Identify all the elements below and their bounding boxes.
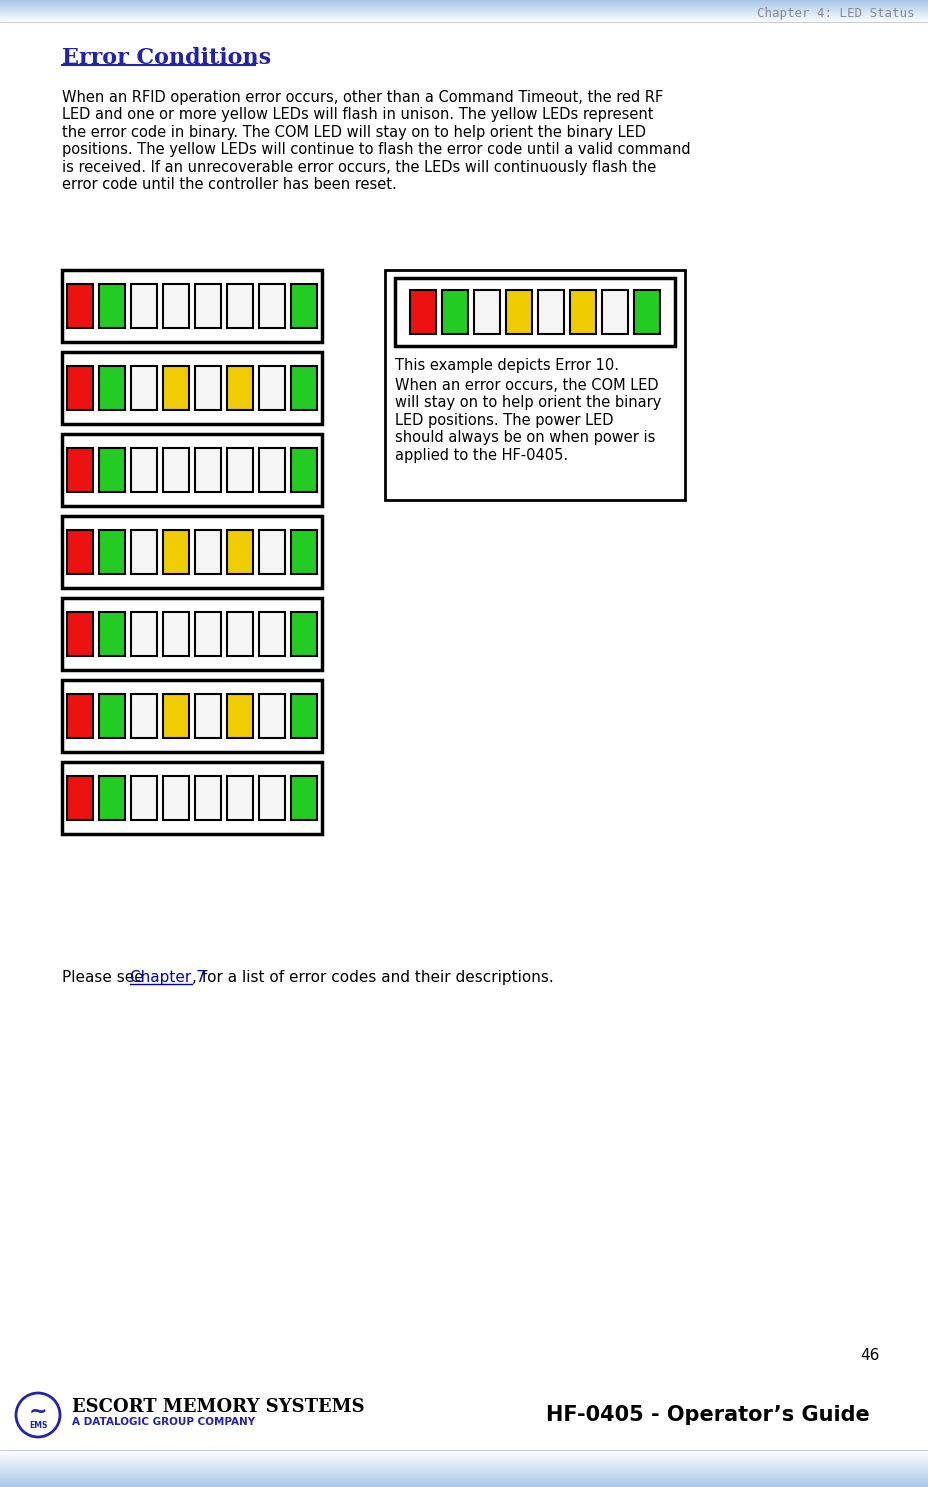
Bar [506,290,532,335]
Bar [384,271,684,500]
Bar [537,290,563,335]
Text: When an error occurs, the COM LED
will stay on to help orient the binary
LED pos: When an error occurs, the COM LED will s… [394,378,661,462]
Bar [290,613,316,656]
Text: A DATALOGIC GROUP COMPANY: A DATALOGIC GROUP COMPANY [72,1417,255,1428]
Bar [67,366,93,410]
Text: Error Conditions: Error Conditions [62,48,271,68]
Bar [131,776,157,819]
Bar [99,694,125,738]
Bar [62,761,322,834]
Bar [195,776,221,819]
Bar [67,284,93,329]
Bar [67,529,93,574]
Bar [195,694,221,738]
Bar [290,776,316,819]
Bar [226,613,252,656]
Bar [195,366,221,410]
Bar [162,694,188,738]
Bar [99,613,125,656]
Bar [162,448,188,492]
Bar [259,448,285,492]
Bar [131,366,157,410]
Text: EMS: EMS [29,1422,47,1430]
Text: Chapter 4: LED Status: Chapter 4: LED Status [756,7,914,21]
Bar [62,680,322,752]
Text: Chapter 7: Chapter 7 [130,970,205,984]
Text: ESCORT MEMORY SYSTEMS: ESCORT MEMORY SYSTEMS [72,1398,364,1416]
Bar [290,448,316,492]
Bar [62,271,322,342]
Bar [162,613,188,656]
Bar [226,694,252,738]
Bar [62,598,322,671]
Bar [226,366,252,410]
Bar [162,284,188,329]
Bar [131,613,157,656]
Bar [131,694,157,738]
Bar [394,278,675,346]
Bar [570,290,596,335]
Bar [99,776,125,819]
Bar [226,448,252,492]
Bar [195,613,221,656]
Bar [290,284,316,329]
Bar [259,366,285,410]
Bar [195,448,221,492]
Bar [67,613,93,656]
Bar [99,448,125,492]
Bar [601,290,627,335]
Text: ~: ~ [29,1402,47,1422]
Bar [131,529,157,574]
Bar [259,776,285,819]
Bar [67,776,93,819]
Text: Please see: Please see [62,970,148,984]
Text: , for a list of error codes and their descriptions.: , for a list of error codes and their de… [192,970,553,984]
Bar [226,529,252,574]
Bar [442,290,468,335]
Text: HF-0405 - Operator’s Guide: HF-0405 - Operator’s Guide [546,1405,869,1425]
Text: 46: 46 [859,1347,879,1362]
Bar [99,284,125,329]
Bar [162,529,188,574]
Bar [67,448,93,492]
Bar [473,290,499,335]
Bar [99,529,125,574]
Bar [62,352,322,424]
Bar [409,290,435,335]
Bar [99,366,125,410]
Bar [259,529,285,574]
Bar [259,284,285,329]
Bar [633,290,659,335]
Text: When an RFID operation error occurs, other than a Command Timeout, the red RF
LE: When an RFID operation error occurs, oth… [62,91,690,192]
Bar [67,694,93,738]
Bar [62,516,322,587]
Bar [290,366,316,410]
Bar [290,529,316,574]
Bar [226,776,252,819]
Bar [162,366,188,410]
Bar [259,694,285,738]
Bar [195,529,221,574]
Bar [131,448,157,492]
Bar [195,284,221,329]
Bar [290,694,316,738]
Bar [162,776,188,819]
Text: This example depicts Error 10.: This example depicts Error 10. [394,358,618,373]
Bar [62,434,322,506]
Bar [259,613,285,656]
Bar [226,284,252,329]
Bar [131,284,157,329]
